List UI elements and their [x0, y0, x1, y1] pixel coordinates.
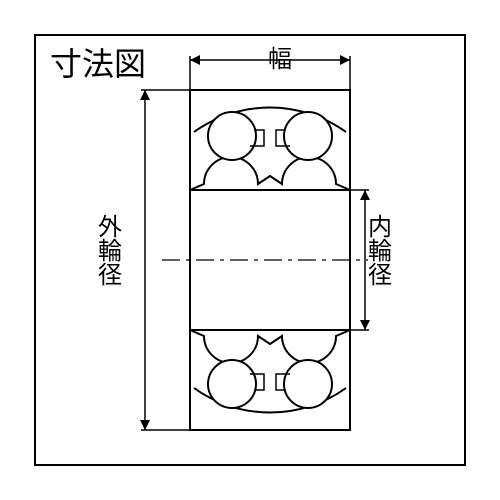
ball [208, 112, 256, 160]
ball [284, 112, 332, 160]
inner-dia-label: 内輪径 [363, 214, 398, 286]
outer-dia-label: 外輪径 [93, 214, 128, 286]
ball [284, 360, 332, 408]
title-label: 寸法図 [50, 39, 146, 85]
ball [208, 360, 256, 408]
width-label: 幅 [268, 39, 292, 74]
bearing-section [162, 90, 368, 430]
